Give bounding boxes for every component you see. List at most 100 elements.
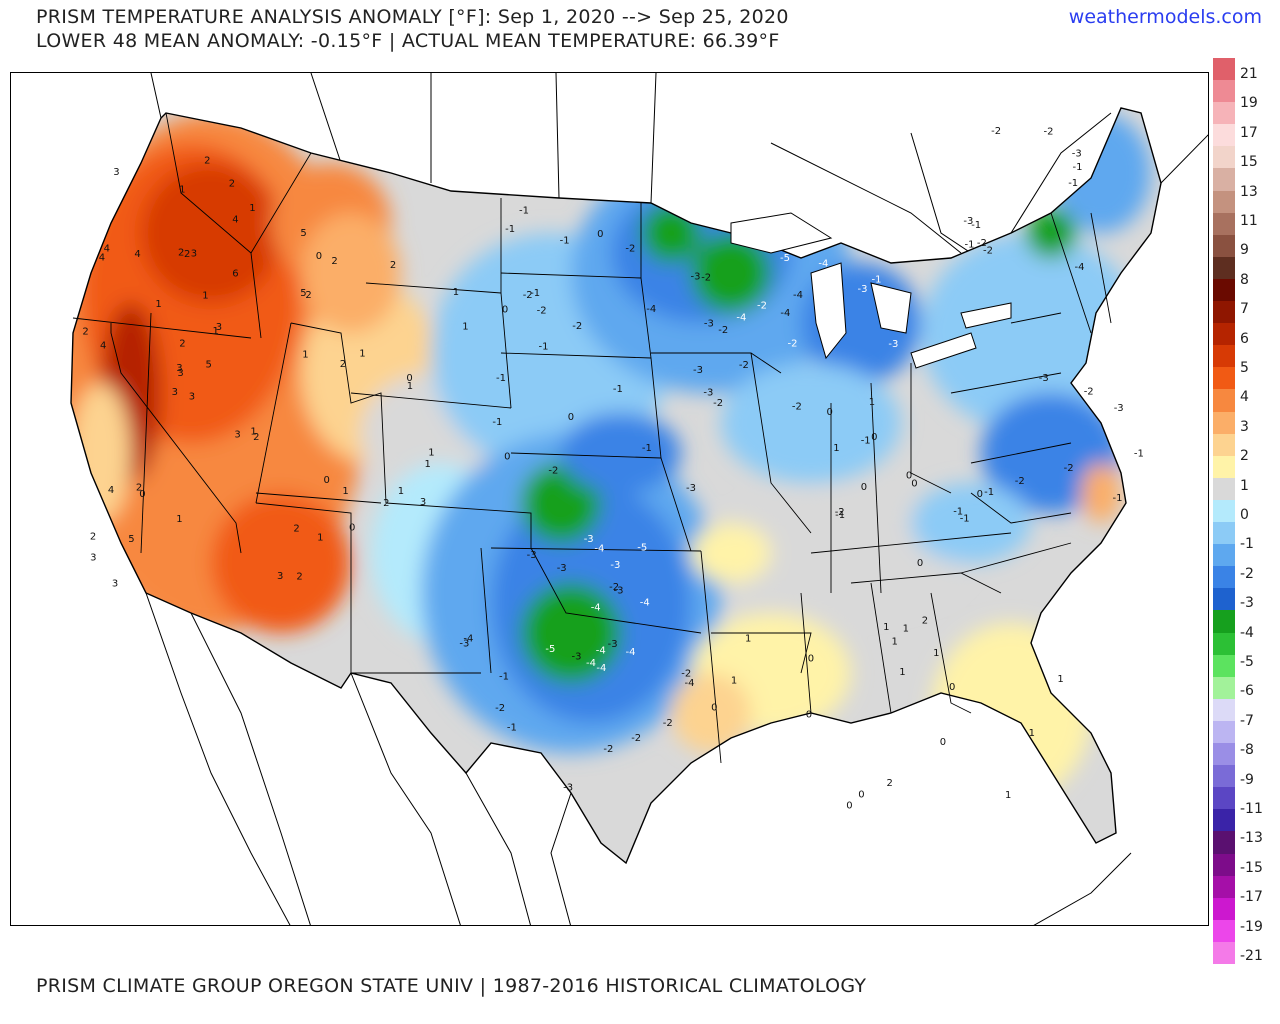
map-value-label: -1 (965, 240, 975, 251)
map-value-label: 4 (99, 252, 105, 263)
map-value-label: -1 (560, 236, 570, 247)
map-value-label: -2 (625, 243, 635, 254)
legend-swatch (1213, 765, 1235, 788)
legend-swatch (1213, 941, 1235, 965)
map-value-label: 1 (1029, 728, 1035, 739)
map-value-label: -3 (1114, 403, 1124, 414)
map-value-label: 5 (128, 534, 134, 545)
legend-swatch (1213, 345, 1235, 368)
map-value-label: 3 (216, 322, 222, 333)
map-subtitle: LOWER 48 MEAN ANOMALY: -0.15°F | ACTUAL … (36, 30, 780, 52)
map-value-label: 3 (113, 167, 119, 178)
map-value-label: 2 (253, 432, 259, 443)
legend-label: -9 (1240, 771, 1254, 788)
map-value-label: 5 (300, 288, 306, 299)
map-value-label: 0 (977, 489, 983, 500)
legend-swatch (1213, 323, 1235, 346)
map-value-label: -2 (681, 669, 691, 680)
map-value-label: 4 (100, 341, 106, 352)
legend-label: -1 (1240, 536, 1254, 553)
map-value-label: 2 (383, 498, 389, 509)
map-value-label: 1 (892, 636, 898, 647)
map-value-label: -1 (835, 510, 845, 521)
map-value-label: -2 (663, 718, 673, 729)
map-value-label: -4 (685, 678, 695, 689)
map-value-label: 0 (858, 790, 864, 801)
legend-label: -4 (1240, 624, 1254, 641)
map-value-label: -1 (1134, 449, 1144, 460)
map-value-label: 1 (342, 486, 348, 497)
map-value-label: 1 (899, 667, 905, 678)
map-value-label: 1 (903, 624, 909, 635)
map-value-label: -3 (691, 272, 701, 283)
legend-swatch (1213, 102, 1235, 125)
legend-swatch (1213, 743, 1235, 766)
legend-swatch (1213, 610, 1235, 634)
legend-label: -5 (1240, 654, 1254, 670)
legend-swatch (1213, 676, 1235, 700)
map-value-label: -2 (835, 507, 845, 518)
legend-swatch (1213, 809, 1235, 832)
map-value-label: 4 (108, 485, 114, 496)
legend-label: 0 (1240, 507, 1249, 523)
map-labels-great-lakes: -4 -3 -4 -5 -3 -2 -3 -2 -1 (736, 229, 898, 350)
map-value-label: 0 (940, 737, 946, 748)
map-value-label: -2 (713, 398, 723, 409)
map-value-label: -2 (739, 360, 749, 371)
legend-label: 2 (1240, 448, 1249, 465)
legend-label: 19 (1240, 95, 1258, 112)
map-value-label: -4 (818, 259, 828, 270)
map-value-label: 0 (568, 412, 574, 423)
map-value-label: -2 (991, 126, 1001, 137)
map-value-label: 0 (808, 654, 814, 665)
map-value-label: -1 (861, 436, 871, 447)
map-value-label: 3 (234, 430, 240, 441)
map-value-label: 2 (82, 326, 88, 337)
map-value-label: 3 (90, 553, 96, 564)
legend-swatch (1213, 278, 1235, 302)
legend-swatch (1213, 367, 1235, 390)
map-value-label: 0 (406, 373, 412, 384)
map-value-label: 0 (324, 475, 330, 486)
map-value-label: 1 (462, 322, 468, 333)
map-value-label: 2 (179, 338, 185, 349)
map-value-label: 3 (112, 579, 118, 590)
map-value-label: 1 (731, 675, 737, 686)
map-value-label: -1 (1073, 162, 1083, 173)
legend-label: -3 (1240, 595, 1254, 612)
map-value-label: 1 (398, 486, 404, 497)
map-value-label: -1 (1068, 178, 1078, 189)
map-value-label: 2 (90, 532, 96, 543)
legend-label: -11 (1240, 801, 1263, 817)
map-value-label: -2 (757, 300, 767, 311)
map-value-label: -2 (792, 401, 802, 412)
map-value-label: -3 (703, 387, 713, 398)
legend-swatch (1213, 897, 1235, 921)
map-value-label: 1 (407, 381, 413, 392)
map-value-label: -2 (788, 339, 798, 350)
map-value-label: 0 (861, 482, 867, 493)
map-value-label: 1 (213, 326, 219, 337)
map-value-label: -2 (537, 306, 547, 317)
map-value-label: 1 (933, 648, 939, 659)
data-credit: PRISM CLIMATE GROUP OREGON STATE UNIV | … (36, 975, 867, 997)
legend-label: 15 (1240, 154, 1258, 171)
map-value-label: 0 (349, 522, 355, 533)
brand-link[interactable]: weathermodels.com (1068, 6, 1262, 28)
map-value-label: -2 (1084, 387, 1094, 398)
map-value-label: -1 (505, 224, 515, 235)
legend-label: 13 (1240, 183, 1258, 200)
legend-label: -15 (1240, 859, 1263, 876)
map-value-label: -3 (1039, 373, 1049, 384)
map-value-label: 4 (232, 215, 238, 226)
map-value-label: -3 (614, 586, 624, 597)
map-value-label: -1 (496, 373, 506, 384)
map-value-label: -1 (519, 205, 529, 216)
map-value-label: 1 (317, 532, 323, 543)
map-value-label: 0 (597, 229, 603, 240)
legend-swatch (1213, 124, 1235, 147)
map-value-label: -3 (610, 560, 620, 571)
map-value-label: -4 (626, 647, 636, 658)
